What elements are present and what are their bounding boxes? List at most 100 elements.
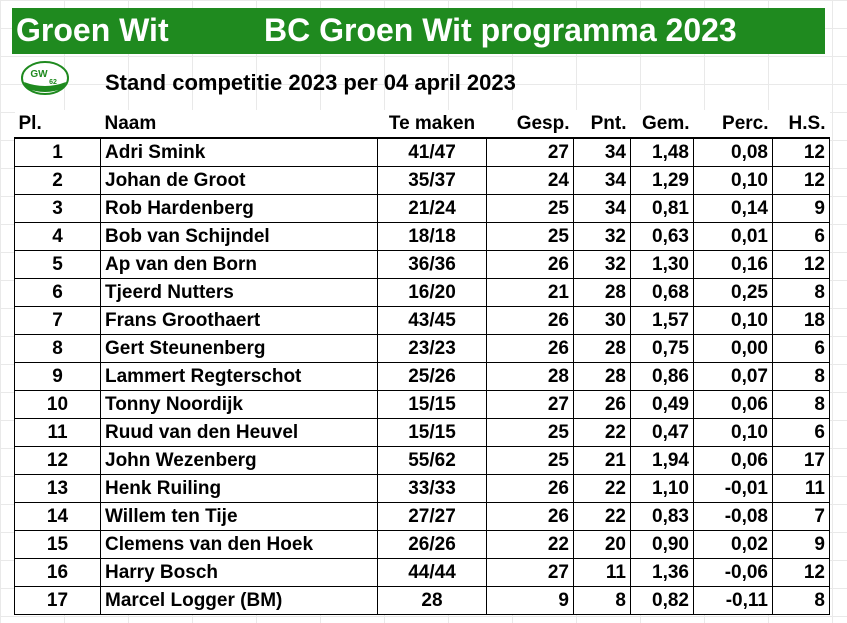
cell-perc[interactable]: 0,10	[693, 166, 773, 195]
cell-hs[interactable]: 6	[772, 334, 830, 363]
cell-hs[interactable]: 8	[772, 586, 830, 615]
header-perc[interactable]: Perc.	[693, 110, 773, 138]
cell-pl[interactable]: 10	[14, 390, 101, 419]
cell-gesp[interactable]: 27	[486, 390, 574, 419]
cell-perc[interactable]: 0,01	[693, 222, 773, 251]
cell-hs[interactable]: 12	[772, 558, 830, 587]
cell-pl[interactable]: 6	[14, 278, 101, 307]
cell-gem[interactable]: 0,86	[630, 362, 694, 391]
cell-te-maken[interactable]: 55/62	[377, 446, 487, 475]
cell-gesp[interactable]: 26	[486, 250, 574, 279]
cell-perc[interactable]: 0,06	[693, 390, 773, 419]
cell-pnt[interactable]: 32	[573, 222, 631, 251]
cell-pl[interactable]: 5	[14, 250, 101, 279]
cell-naam[interactable]: Lammert Regterschot	[100, 362, 378, 391]
cell-gem[interactable]: 1,10	[630, 474, 694, 503]
cell-perc[interactable]: 0,00	[693, 334, 773, 363]
cell-gesp[interactable]: 26	[486, 502, 574, 531]
cell-hs[interactable]: 7	[772, 502, 830, 531]
cell-gesp[interactable]: 25	[486, 418, 574, 447]
cell-pnt[interactable]: 28	[573, 334, 631, 363]
cell-hs[interactable]: 8	[772, 362, 830, 391]
cell-perc[interactable]: 0,10	[693, 306, 773, 335]
cell-perc[interactable]: -0,08	[693, 502, 773, 531]
cell-gesp[interactable]: 26	[486, 474, 574, 503]
cell-pnt[interactable]: 32	[573, 250, 631, 279]
cell-gesp[interactable]: 24	[486, 166, 574, 195]
cell-naam[interactable]: Henk Ruiling	[100, 474, 378, 503]
cell-naam[interactable]: Rob Hardenberg	[100, 194, 378, 223]
cell-pl[interactable]: 4	[14, 222, 101, 251]
cell-te-maken[interactable]: 21/24	[377, 194, 487, 223]
cell-gem[interactable]: 0,63	[630, 222, 694, 251]
cell-pl[interactable]: 11	[14, 418, 101, 447]
cell-pnt[interactable]: 11	[573, 558, 631, 587]
cell-perc[interactable]: -0,01	[693, 474, 773, 503]
cell-pl[interactable]: 16	[14, 558, 101, 587]
cell-pl[interactable]: 8	[14, 334, 101, 363]
header-te-maken[interactable]: Te maken	[377, 110, 487, 138]
cell-pnt[interactable]: 8	[573, 586, 631, 615]
cell-pl[interactable]: 2	[14, 166, 101, 195]
cell-te-maken[interactable]: 15/15	[377, 390, 487, 419]
cell-pl[interactable]: 3	[14, 194, 101, 223]
header-gesp[interactable]: Gesp.	[486, 110, 574, 138]
cell-pl[interactable]: 17	[14, 586, 101, 615]
cell-perc[interactable]: 0,06	[693, 446, 773, 475]
cell-te-maken[interactable]: 28	[377, 586, 487, 615]
cell-naam[interactable]: John Wezenberg	[100, 446, 378, 475]
cell-gem[interactable]: 1,29	[630, 166, 694, 195]
header-gem[interactable]: Gem.	[630, 110, 694, 138]
cell-gem[interactable]: 0,82	[630, 586, 694, 615]
cell-gem[interactable]: 0,90	[630, 530, 694, 559]
cell-gesp[interactable]: 25	[486, 194, 574, 223]
cell-te-maken[interactable]: 33/33	[377, 474, 487, 503]
cell-perc[interactable]: 0,08	[693, 137, 773, 167]
cell-naam[interactable]: Tonny Noordijk	[100, 390, 378, 419]
cell-hs[interactable]: 9	[772, 194, 830, 223]
cell-te-maken[interactable]: 41/47	[377, 137, 487, 167]
cell-hs[interactable]: 17	[772, 446, 830, 475]
cell-gesp[interactable]: 21	[486, 278, 574, 307]
header-hs[interactable]: H.S.	[772, 110, 830, 138]
header-pl[interactable]: Pl.	[14, 110, 101, 138]
cell-te-maken[interactable]: 23/23	[377, 334, 487, 363]
cell-hs[interactable]: 12	[772, 166, 830, 195]
cell-te-maken[interactable]: 18/18	[377, 222, 487, 251]
cell-gesp[interactable]: 25	[486, 446, 574, 475]
cell-hs[interactable]: 6	[772, 418, 830, 447]
cell-te-maken[interactable]: 27/27	[377, 502, 487, 531]
cell-gesp[interactable]: 9	[486, 586, 574, 615]
cell-pnt[interactable]: 26	[573, 390, 631, 419]
cell-naam[interactable]: Marcel Logger (BM)	[100, 586, 378, 615]
cell-perc[interactable]: 0,16	[693, 250, 773, 279]
cell-pnt[interactable]: 21	[573, 446, 631, 475]
cell-te-maken[interactable]: 26/26	[377, 530, 487, 559]
cell-pnt[interactable]: 22	[573, 502, 631, 531]
cell-te-maken[interactable]: 16/20	[377, 278, 487, 307]
cell-naam[interactable]: Clemens van den Hoek	[100, 530, 378, 559]
cell-naam[interactable]: Johan de Groot	[100, 166, 378, 195]
cell-pnt[interactable]: 20	[573, 530, 631, 559]
cell-te-maken[interactable]: 25/26	[377, 362, 487, 391]
cell-perc[interactable]: 0,25	[693, 278, 773, 307]
cell-naam[interactable]: Ap van den Born	[100, 250, 378, 279]
cell-te-maken[interactable]: 43/45	[377, 306, 487, 335]
cell-pnt[interactable]: 22	[573, 418, 631, 447]
cell-pnt[interactable]: 22	[573, 474, 631, 503]
cell-gem[interactable]: 1,57	[630, 306, 694, 335]
cell-te-maken[interactable]: 44/44	[377, 558, 487, 587]
cell-gesp[interactable]: 22	[486, 530, 574, 559]
cell-hs[interactable]: 12	[772, 250, 830, 279]
cell-naam[interactable]: Frans Groothaert	[100, 306, 378, 335]
cell-pl[interactable]: 13	[14, 474, 101, 503]
cell-pl[interactable]: 1	[14, 137, 101, 167]
cell-perc[interactable]: 0,02	[693, 530, 773, 559]
cell-naam[interactable]: Harry Bosch	[100, 558, 378, 587]
cell-gem[interactable]: 0,83	[630, 502, 694, 531]
cell-gem[interactable]: 1,94	[630, 446, 694, 475]
cell-pl[interactable]: 9	[14, 362, 101, 391]
header-naam[interactable]: Naam	[100, 110, 378, 138]
cell-gem[interactable]: 0,75	[630, 334, 694, 363]
header-pnt[interactable]: Pnt.	[573, 110, 631, 138]
